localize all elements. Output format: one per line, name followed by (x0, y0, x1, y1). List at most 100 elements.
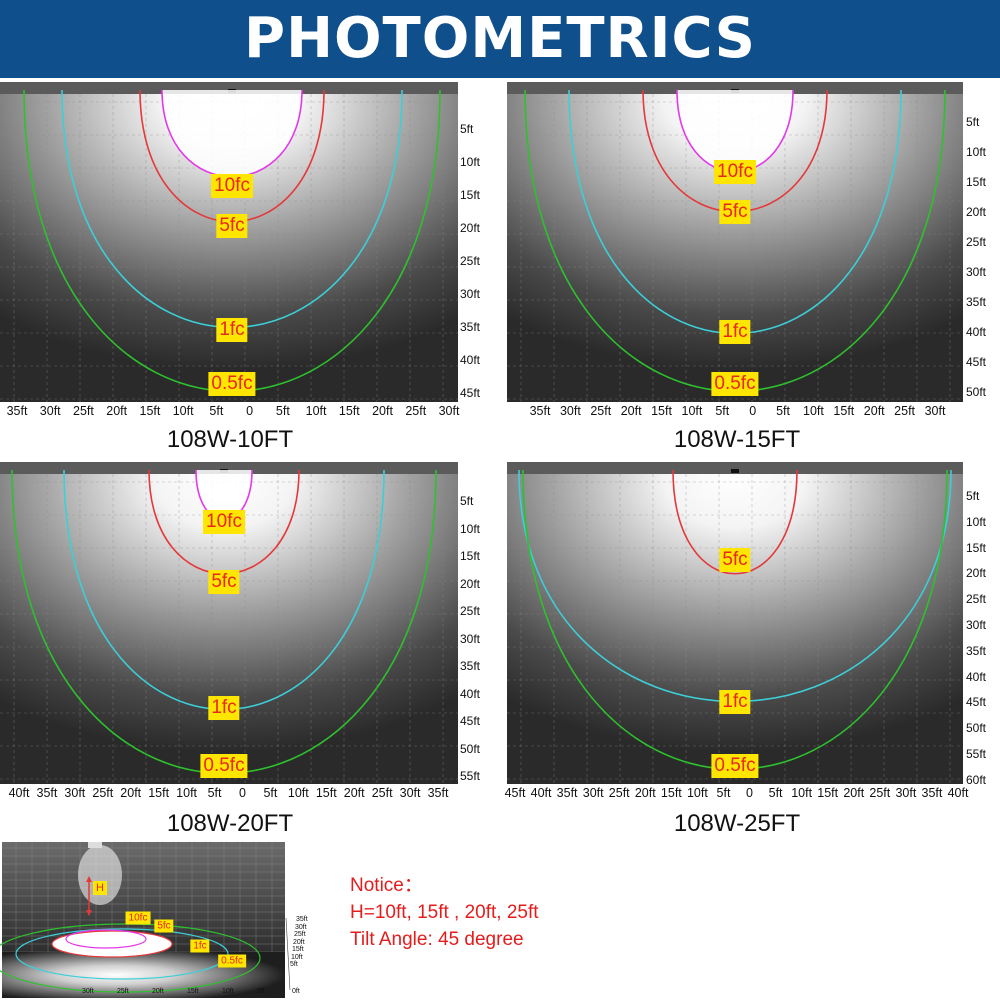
x-tick-label: 25ft (73, 404, 94, 418)
y-tick-label: 20ft (966, 566, 987, 581)
illustration-label-05fc: 0.5fc (218, 954, 246, 968)
notice-heights: H=10ft, 15ft , 20ft, 25ft (350, 902, 539, 923)
x-tick-label: 30ft (39, 404, 61, 418)
wall-strip (0, 82, 458, 94)
y-tick-label: 15ft (966, 540, 987, 555)
illustration-side-tick: 10ft (291, 953, 303, 961)
x-tick-label: 10ft (791, 786, 813, 800)
illustration-side-tick: 5ft (290, 961, 298, 968)
x-tick-label: 35ft (36, 786, 58, 800)
y-tick-label: 5ft (460, 122, 474, 136)
y-tick-label: 40ft (966, 325, 987, 339)
x-tick-label: 35ft (6, 404, 28, 418)
x-tick-label: 10ft (803, 404, 824, 418)
y-tick-label: 40ft (460, 686, 481, 701)
x-tick-label: 5ft (768, 786, 783, 800)
x-tick-label: 35ft (556, 786, 578, 800)
illustration-bottom-tick: 30ft (82, 988, 94, 995)
x-tick-label: 10ft (686, 786, 708, 800)
y-tick-label: 35ft (460, 320, 481, 334)
page-title: PHOTOMETRICS (244, 6, 756, 71)
y-tick-label: 40ft (460, 353, 481, 367)
y-tick-label: 25ft (966, 235, 987, 249)
y-tick-label: 35ft (966, 295, 987, 309)
x-tick-label: 20ft (863, 404, 885, 418)
light-field (507, 462, 963, 784)
illustration-bottom-tick: 25ft (117, 988, 129, 995)
y-tick-label: 50ft (966, 721, 987, 736)
x-tick-label: 40ft (947, 786, 969, 800)
x-tick-label: 30ft (438, 404, 460, 418)
contour-label-05fc: 0.5fc (711, 754, 759, 778)
y-tick-label: 25ft (460, 254, 481, 268)
x-tick-label: 30ft (924, 404, 946, 418)
y-tick-label: 20ft (460, 221, 481, 235)
x-tick-label: 20ft (620, 404, 642, 418)
contour-5fc (672, 469, 798, 575)
y-tick-label: 10ft (460, 521, 481, 536)
x-tick-label: 5ft (207, 786, 222, 800)
y-tick-label: 45ft (966, 355, 987, 369)
illustration-side-tick: 15ft (292, 946, 304, 953)
illustration-bottom-tick: 20ft (152, 988, 164, 995)
wall-strip (507, 82, 963, 94)
x-tick-label: 25ft (590, 404, 612, 418)
y-tick-label: 5ft (460, 494, 474, 508)
y-tick-label: 50ft (966, 385, 987, 399)
header-banner: PHOTOMETRICS (0, 0, 1000, 78)
x-tick-label: 10ft (287, 786, 309, 800)
contour-label-5fc: 5fc (208, 570, 240, 594)
x-tick-label: 15ft (833, 404, 855, 418)
x-tick-label: 15ft (817, 786, 839, 800)
y-tick-label: 45ft (460, 386, 481, 400)
x-tick-label: 5ft (263, 786, 278, 800)
x-tick-label: 25ft (405, 404, 427, 418)
x-tick-label: 25ft (371, 786, 393, 800)
y-tick-label: 15ft (460, 188, 481, 202)
illustration-label-5fc: 5fc (154, 919, 174, 933)
illustration-height-label: H (93, 881, 107, 895)
y-tick-label: 30ft (460, 631, 481, 646)
y-tick-label: 35ft (966, 643, 987, 658)
y-tick-label: 10ft (966, 145, 987, 159)
contour-label-5fc: 5fc (216, 214, 248, 238)
y-tick-label: 20ft (966, 205, 987, 219)
y-tick-label: 30ft (966, 618, 987, 632)
y-tick-label: 25ft (460, 604, 481, 618)
x-tick-label: 30ft (895, 786, 917, 800)
y-tick-label: 5ft (966, 489, 980, 503)
x-tick-label: 30ft (64, 786, 86, 800)
x-tick-label: 0 (246, 404, 254, 418)
x-tick-label: 30ft (559, 404, 581, 418)
panel-caption: 108W-20FT (166, 810, 294, 837)
x-tick-label: 5ft (275, 404, 290, 418)
x-tick-label: 15ft (338, 404, 360, 418)
x-tick-label: 15ft (651, 404, 672, 418)
x-tick-label: 45ft (504, 786, 526, 800)
y-tick-label: 15ft (966, 175, 987, 189)
x-tick-label: 0 (749, 404, 757, 418)
x-tick-label: 20ft (106, 404, 128, 418)
y-tick-label: 55ft (460, 769, 481, 783)
x-tick-label: 25ft (869, 786, 891, 800)
x-tick-label: 40ft (530, 786, 552, 800)
illustration-side-tick: 20ft (293, 938, 305, 946)
y-tick-label: 55ft (966, 747, 987, 761)
x-tick-label: 20ft (343, 786, 365, 800)
contour-label-1fc: 1fc (208, 696, 240, 720)
y-tick-label: 15ft (460, 549, 481, 563)
isofootcandle-plot (507, 82, 963, 402)
x-tick-label: 10ft (681, 404, 703, 418)
x-tick-label: 20ft (843, 786, 865, 800)
illustration-bottom-tick: 10ft (222, 988, 234, 995)
isofootcandle-plot (507, 462, 963, 784)
illustration-side-tick: 35ft (296, 916, 308, 923)
contour-label-10fc: 10fc (211, 174, 253, 198)
fixture-icon (731, 469, 739, 473)
contour-label-5fc: 5fc (719, 548, 751, 572)
contour-label-10fc: 10fc (203, 510, 245, 534)
wall-strip (0, 462, 458, 474)
x-tick-label: 10ft (176, 786, 198, 800)
notice-title: Notice： (350, 875, 423, 896)
x-tick-label: 10ft (305, 404, 327, 418)
